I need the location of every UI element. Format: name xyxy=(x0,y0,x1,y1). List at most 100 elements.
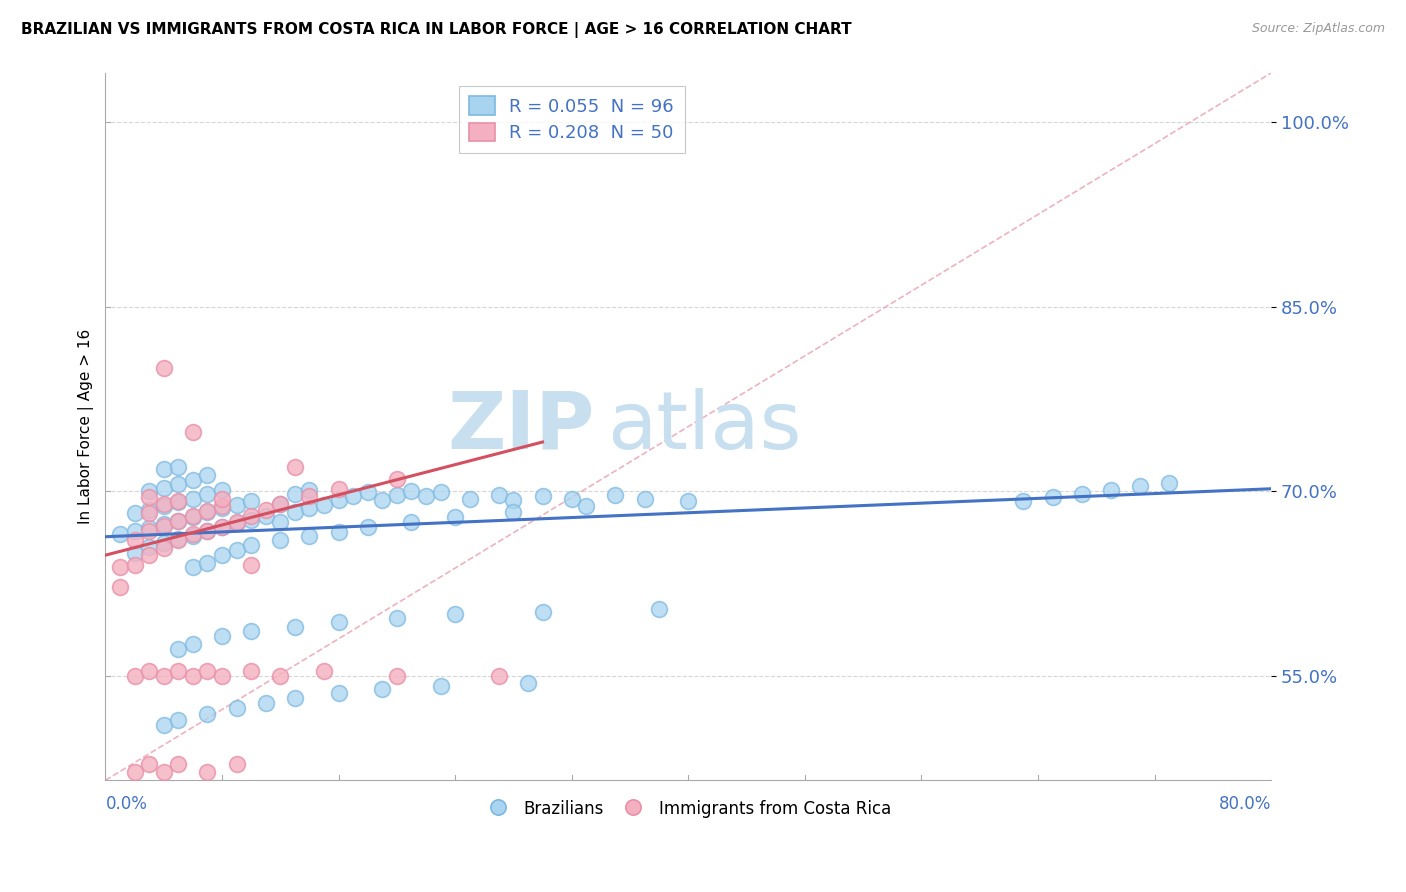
Immigrants from Costa Rica xyxy=(124,764,146,779)
Immigrants from Costa Rica xyxy=(211,669,233,683)
Immigrants from Costa Rica xyxy=(225,757,247,772)
Brazilians xyxy=(371,682,394,697)
Immigrants from Costa Rica xyxy=(138,524,160,538)
Immigrants from Costa Rica xyxy=(124,558,146,572)
Immigrants from Costa Rica xyxy=(269,496,291,510)
Brazilians xyxy=(138,540,160,554)
Immigrants from Costa Rica xyxy=(167,514,190,528)
Brazilians xyxy=(284,619,307,633)
Brazilians xyxy=(152,499,174,513)
Brazilians xyxy=(195,706,218,721)
Immigrants from Costa Rica xyxy=(138,548,160,562)
Immigrants from Costa Rica xyxy=(284,459,307,474)
Immigrants from Costa Rica xyxy=(211,520,233,534)
Brazilians xyxy=(181,560,204,574)
Text: 0.0%: 0.0% xyxy=(105,795,148,814)
Immigrants from Costa Rica xyxy=(138,491,160,505)
Brazilians xyxy=(108,527,131,541)
Brazilians xyxy=(488,488,510,502)
Brazilians xyxy=(195,486,218,500)
Immigrants from Costa Rica xyxy=(195,504,218,518)
Brazilians xyxy=(385,611,408,625)
Text: atlas: atlas xyxy=(606,388,801,466)
Immigrants from Costa Rica xyxy=(152,518,174,533)
Text: ZIP: ZIP xyxy=(447,388,595,466)
Brazilians xyxy=(181,491,204,506)
Immigrants from Costa Rica xyxy=(181,508,204,523)
Brazilians xyxy=(429,485,451,500)
Brazilians xyxy=(211,548,233,562)
Brazilians xyxy=(605,488,627,502)
Immigrants from Costa Rica xyxy=(108,560,131,574)
Brazilians xyxy=(502,505,524,519)
Brazilians xyxy=(444,607,467,622)
Immigrants from Costa Rica xyxy=(152,669,174,683)
Text: Source: ZipAtlas.com: Source: ZipAtlas.com xyxy=(1251,22,1385,36)
Immigrants from Costa Rica xyxy=(124,669,146,683)
Immigrants from Costa Rica xyxy=(108,580,131,594)
Immigrants from Costa Rica xyxy=(167,494,190,508)
Brazilians xyxy=(167,514,190,528)
Immigrants from Costa Rica xyxy=(167,757,190,772)
Brazilians xyxy=(342,489,364,503)
Brazilians xyxy=(181,528,204,542)
Brazilians xyxy=(167,641,190,656)
Brazilians xyxy=(633,491,655,506)
Brazilians xyxy=(167,713,190,727)
Brazilians xyxy=(1099,483,1122,497)
Brazilians xyxy=(328,686,350,700)
Brazilians xyxy=(138,502,160,516)
Brazilians xyxy=(401,515,423,529)
Immigrants from Costa Rica xyxy=(138,664,160,678)
Brazilians xyxy=(401,484,423,499)
Brazilians xyxy=(195,505,218,519)
Brazilians xyxy=(167,532,190,546)
Brazilians xyxy=(1042,491,1064,505)
Brazilians xyxy=(152,481,174,495)
Immigrants from Costa Rica xyxy=(152,496,174,510)
Brazilians xyxy=(124,507,146,521)
Brazilians xyxy=(328,492,350,507)
Brazilians xyxy=(152,718,174,732)
Immigrants from Costa Rica xyxy=(152,361,174,376)
Brazilians xyxy=(225,516,247,531)
Brazilians xyxy=(138,484,160,499)
Brazilians xyxy=(211,629,233,643)
Brazilians xyxy=(269,496,291,510)
Brazilians xyxy=(298,483,321,497)
Brazilians xyxy=(1070,486,1092,500)
Brazilians xyxy=(211,501,233,516)
Brazilians xyxy=(240,624,263,639)
Brazilians xyxy=(298,501,321,516)
Brazilians xyxy=(298,528,321,542)
Brazilians xyxy=(429,679,451,693)
Brazilians xyxy=(1012,494,1035,508)
Brazilians xyxy=(502,492,524,507)
Brazilians xyxy=(531,605,554,619)
Immigrants from Costa Rica xyxy=(488,669,510,683)
Brazilians xyxy=(195,524,218,538)
Brazilians xyxy=(124,546,146,560)
Brazilians xyxy=(167,495,190,509)
Immigrants from Costa Rica xyxy=(269,669,291,683)
Brazilians xyxy=(1129,479,1152,493)
Brazilians xyxy=(211,520,233,534)
Brazilians xyxy=(531,489,554,503)
Brazilians xyxy=(1159,475,1181,490)
Brazilians xyxy=(356,485,378,500)
Brazilians xyxy=(458,491,481,506)
Brazilians xyxy=(124,524,146,538)
Immigrants from Costa Rica xyxy=(211,499,233,513)
Brazilians xyxy=(517,676,540,690)
Brazilians xyxy=(561,491,583,506)
Brazilians xyxy=(444,510,467,524)
Brazilians xyxy=(225,543,247,558)
Brazilians xyxy=(356,520,378,534)
Y-axis label: In Labor Force | Age > 16: In Labor Force | Age > 16 xyxy=(79,329,94,524)
Immigrants from Costa Rica xyxy=(124,533,146,548)
Brazilians xyxy=(648,602,671,616)
Brazilians xyxy=(284,486,307,500)
Immigrants from Costa Rica xyxy=(167,664,190,678)
Immigrants from Costa Rica xyxy=(312,664,335,678)
Immigrants from Costa Rica xyxy=(385,472,408,486)
